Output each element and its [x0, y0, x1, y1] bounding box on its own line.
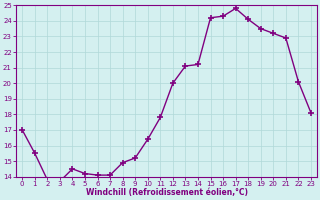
X-axis label: Windchill (Refroidissement éolien,°C): Windchill (Refroidissement éolien,°C)	[85, 188, 248, 197]
